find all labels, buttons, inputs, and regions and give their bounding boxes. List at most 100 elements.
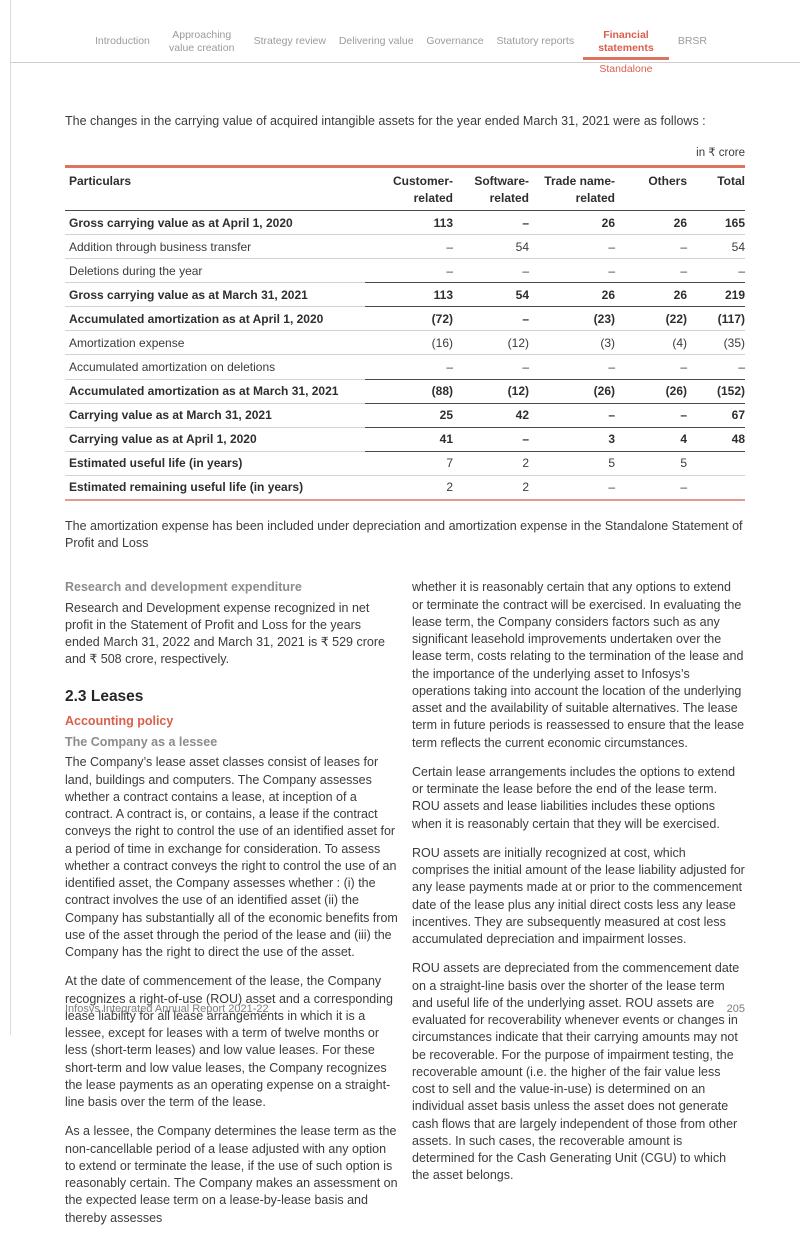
row-value: 5 bbox=[615, 451, 687, 476]
row-value: 26 bbox=[615, 210, 687, 236]
nav-tab-financial-statements: Financial statements Standalone bbox=[582, 29, 669, 75]
row-value: 67 bbox=[687, 403, 745, 428]
row-value: (22) bbox=[615, 306, 687, 332]
row-value: 2 bbox=[453, 451, 529, 476]
col-header-others: Others bbox=[615, 165, 687, 212]
row-value: 26 bbox=[529, 210, 615, 236]
nav-tab-delivering-value: Delivering value bbox=[338, 35, 414, 48]
nav-sub-standalone: Standalone bbox=[599, 63, 653, 76]
nav-tab-approaching-value-creation: Approaching value creation bbox=[169, 28, 235, 54]
nav-tabs: Introduction Approaching value creation St… bbox=[95, 24, 707, 75]
row-value: – bbox=[529, 475, 615, 501]
row-value: – bbox=[615, 354, 687, 380]
row-label: Accumulated amortization as at March 31,… bbox=[65, 379, 365, 404]
row-label: Estimated remaining useful life (in year… bbox=[65, 475, 365, 501]
table-row: Addition through business transfer –54– –5… bbox=[65, 234, 745, 260]
paragraph-lessee-1: The Company’s lease asset classes consis… bbox=[65, 755, 398, 960]
nav-tab-strategy-review: Strategy review bbox=[253, 35, 326, 48]
row-value: – bbox=[687, 354, 745, 380]
row-value: – bbox=[365, 258, 453, 284]
col-header-particulars: Particulars bbox=[65, 165, 365, 212]
text-columns: Research and development expenditure Res… bbox=[65, 579, 745, 1239]
row-label: Carrying value as at April 1, 2020 bbox=[65, 427, 365, 452]
row-label: Gross carrying value as at April 1, 2020 bbox=[65, 210, 365, 236]
footer-page-number: 205 bbox=[726, 1002, 745, 1015]
paragraph-rou-recognition: ROU assets are initially recognized at c… bbox=[412, 845, 745, 947]
nav-tab-brsr: BRSR bbox=[677, 35, 707, 48]
col-header-customer-related: Customer-related bbox=[365, 165, 453, 212]
row-value: – bbox=[453, 354, 529, 380]
row-value: (12) bbox=[453, 379, 529, 404]
table-row: Gross carrying value as at March 31, 202… bbox=[65, 282, 745, 308]
table-row: Estimated useful life (in years) 7 2 5 5 bbox=[65, 451, 745, 476]
row-value: 165 bbox=[687, 210, 745, 236]
row-value: – bbox=[687, 258, 745, 284]
top-nav: Introduction Approaching value creation St… bbox=[0, 0, 800, 75]
row-value: 26 bbox=[529, 282, 615, 308]
row-label: Gross carrying value as at March 31, 202… bbox=[65, 282, 365, 308]
row-label: Accumulated amortization on deletions bbox=[65, 354, 365, 380]
row-value: 54 bbox=[453, 234, 529, 260]
table-row: Estimated remaining useful life (in year… bbox=[65, 475, 745, 501]
paragraph-rou-depreciation: ROU assets are depreciated from the comm… bbox=[412, 961, 740, 1183]
row-value: – bbox=[615, 258, 687, 284]
row-value: – bbox=[453, 306, 529, 332]
table-row: Accumulated amortization as at March 31,… bbox=[65, 379, 745, 404]
row-value: 219 bbox=[687, 282, 745, 308]
row-value: (72) bbox=[365, 306, 453, 332]
row-value: (152) bbox=[687, 379, 745, 404]
row-value: 3 bbox=[529, 427, 615, 452]
row-value: 48 bbox=[687, 427, 745, 452]
row-value: 54 bbox=[687, 234, 745, 260]
row-value: – bbox=[615, 475, 687, 501]
row-value: – bbox=[615, 234, 687, 260]
row-value: – bbox=[529, 354, 615, 380]
paragraph-lessee-3: As a lessee, the Company determines the … bbox=[65, 1124, 398, 1225]
table-header: Particulars Customer-related Software-re… bbox=[65, 165, 745, 212]
table-row: Carrying value as at April 1, 2020 41–3 4 4… bbox=[65, 427, 745, 452]
row-value: 113 bbox=[365, 282, 453, 308]
row-label: Carrying value as at March 31, 2021 bbox=[65, 403, 365, 428]
active-tab-underline bbox=[582, 57, 669, 61]
row-value: 5 bbox=[529, 451, 615, 476]
row-value: (23) bbox=[529, 306, 615, 332]
row-value bbox=[687, 451, 745, 476]
row-value: – bbox=[615, 403, 687, 428]
right-column: whether it is reasonably certain that an… bbox=[412, 579, 745, 1239]
col-header-total: Total bbox=[687, 165, 745, 212]
row-value: – bbox=[453, 427, 529, 452]
row-value: 4 bbox=[615, 427, 687, 452]
row-value: 7 bbox=[365, 451, 453, 476]
paragraph-lease-options: Certain lease arrangements includes the … bbox=[412, 764, 736, 831]
nav-tab-statutory-reports: Statutory reports bbox=[496, 35, 575, 48]
section-title-leases: 2.3 Leases bbox=[65, 687, 144, 705]
col-header-trade-name-related: Trade name-related bbox=[529, 165, 615, 212]
row-value: (12) bbox=[453, 330, 529, 356]
nav-divider bbox=[10, 62, 800, 63]
row-value: (26) bbox=[529, 379, 615, 404]
row-value: (26) bbox=[615, 379, 687, 404]
table-row: Gross carrying value as at April 1, 2020… bbox=[65, 210, 745, 236]
row-value: 54 bbox=[453, 282, 529, 308]
nav-tab-governance: Governance bbox=[426, 35, 484, 48]
row-value: (117) bbox=[687, 306, 745, 332]
paragraph-rnd: Research and Development expense recogni… bbox=[65, 600, 385, 667]
row-value: – bbox=[529, 258, 615, 284]
page-footer: Infosys Integrated Annual Report 2021-22… bbox=[65, 1002, 745, 1017]
table-row: Accumulated amortization as at April 1, … bbox=[65, 306, 745, 332]
row-label: Addition through business transfer bbox=[65, 234, 365, 260]
row-value: (35) bbox=[687, 330, 745, 356]
row-label: Deletions during the year bbox=[65, 258, 365, 284]
table-row: Amortization expense (16) (12) (3) (4) (35) bbox=[65, 330, 745, 356]
row-value: 42 bbox=[453, 403, 529, 428]
table-row: Accumulated amortization on deletions – – –… bbox=[65, 354, 745, 380]
row-value bbox=[687, 475, 745, 501]
heading-accounting-policy: Accounting policy bbox=[65, 713, 174, 728]
amortization-note: The amortization expense has been includ… bbox=[65, 518, 743, 551]
row-value: 2 bbox=[365, 475, 453, 501]
row-value: 25 bbox=[365, 403, 453, 428]
row-value: – bbox=[365, 354, 453, 380]
page-edge-line bbox=[10, 0, 11, 1035]
nav-tab-introduction: Introduction bbox=[95, 35, 150, 48]
row-label: Estimated useful life (in years) bbox=[65, 451, 365, 476]
